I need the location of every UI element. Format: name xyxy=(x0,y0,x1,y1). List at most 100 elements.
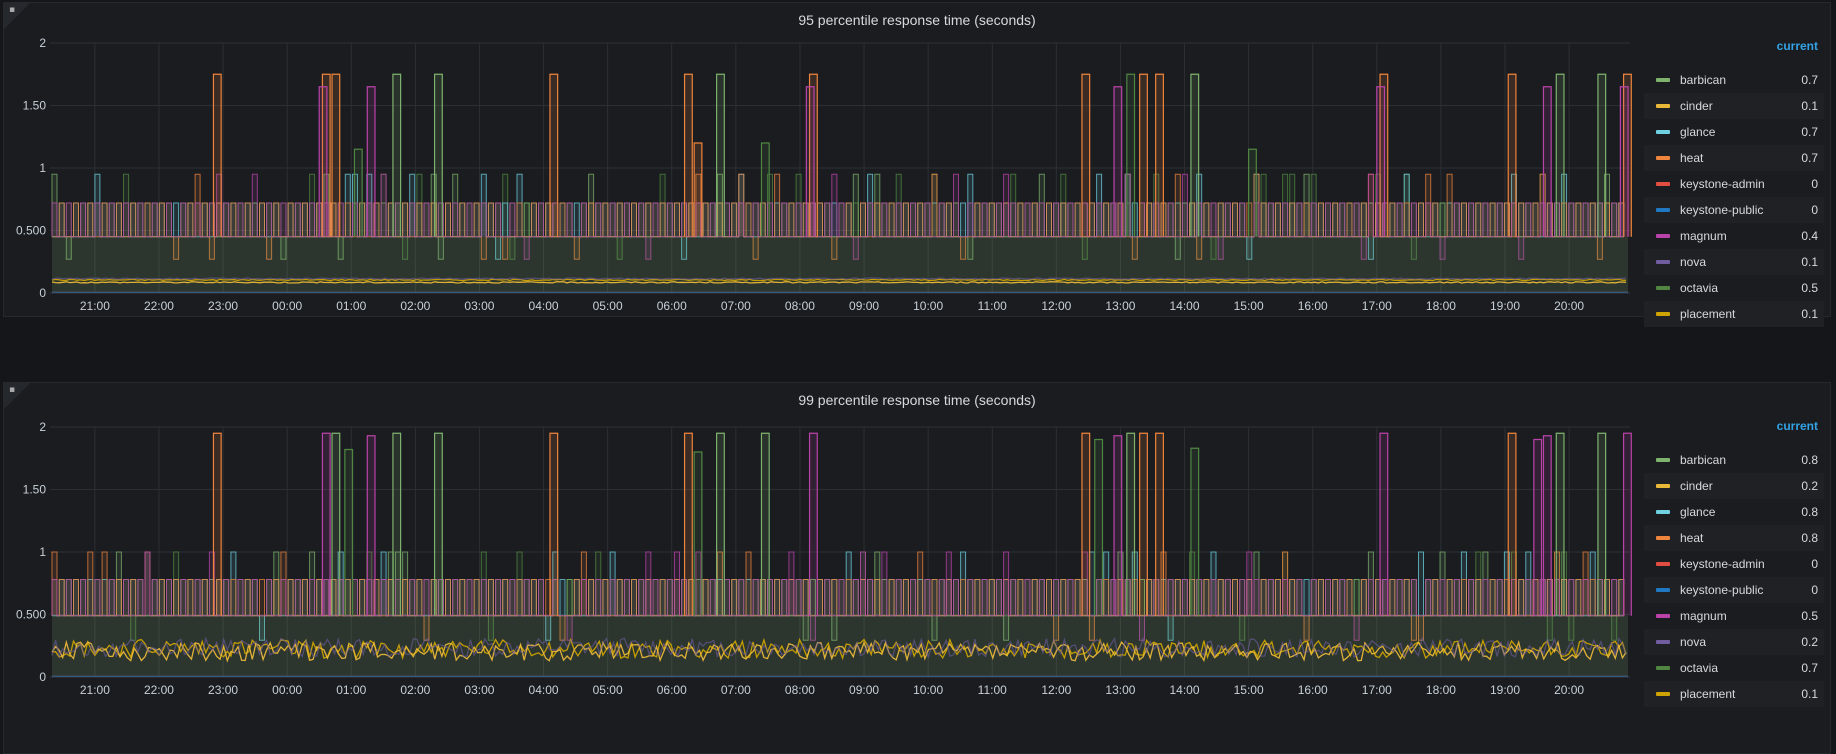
y-tick-label: 0 xyxy=(39,670,46,684)
x-tick-label: 03:00 xyxy=(464,299,494,313)
x-tick-label: 18:00 xyxy=(1426,299,1456,313)
x-tick-label: 16:00 xyxy=(1298,299,1328,313)
spike-octavia xyxy=(1094,438,1104,616)
legend-item-cinder[interactable]: cinder 0.2 xyxy=(1644,473,1824,499)
x-tick-label: 07:00 xyxy=(721,683,751,697)
y-tick-label: 0 xyxy=(39,286,46,300)
spike-barbican xyxy=(1555,73,1565,237)
x-tick-label: 05:00 xyxy=(593,683,623,697)
legend-current-value: 0.1 xyxy=(1801,255,1818,269)
legend-series-name[interactable]: keystone-admin xyxy=(1680,177,1765,191)
graph-plot[interactable]: 0 0.500 1 1.50 2 21:00 22:00 23:00 00:00 01:00 02:… xyxy=(4,383,1632,754)
spike-octavia xyxy=(760,142,770,237)
spike-magnum xyxy=(1542,435,1552,616)
graph-svg[interactable]: 0 0.500 1 1.50 2 21:00 22:00 23:00 00:00 01:00 02:… xyxy=(4,3,1632,318)
legend-item-barbican[interactable]: barbican 0.7 xyxy=(1644,67,1824,93)
legend-item-keystone-admin[interactable]: keystone-admin 0 xyxy=(1644,551,1824,577)
legend-series-name[interactable]: magnum xyxy=(1680,609,1727,623)
legend-swatch xyxy=(1656,588,1670,592)
x-tick-label: 10:00 xyxy=(913,683,943,697)
legend-series-name[interactable]: glance xyxy=(1680,505,1716,519)
spike-barbican xyxy=(1597,432,1607,616)
spike-barbican xyxy=(392,73,402,237)
x-tick-label: 18:00 xyxy=(1426,683,1456,697)
legend-item-keystone-admin[interactable]: keystone-admin 0 xyxy=(1644,171,1824,197)
legend-series-name[interactable]: keystone-admin xyxy=(1680,557,1765,571)
legend-series-name[interactable]: cinder xyxy=(1680,99,1713,113)
legend-series-name[interactable]: heat xyxy=(1680,151,1704,165)
spike-heat xyxy=(1139,432,1148,616)
x-tick-label: 16:00 xyxy=(1298,683,1328,697)
legend-item-octavia[interactable]: octavia 0.5 xyxy=(1644,275,1824,301)
legend-current-value: 0 xyxy=(1811,203,1818,217)
legend-series-name[interactable]: octavia xyxy=(1680,281,1719,295)
x-tick-label: 17:00 xyxy=(1362,683,1392,697)
legend-header-current[interactable]: current xyxy=(1776,39,1818,53)
legend-item-magnum[interactable]: magnum 0.4 xyxy=(1644,223,1824,249)
legend-item-glance[interactable]: glance 0.7 xyxy=(1644,119,1824,145)
series-area-barbican xyxy=(52,236,1628,293)
legend-current-value: 0 xyxy=(1811,583,1818,597)
spike-octavia xyxy=(1126,73,1136,237)
legend-series-name[interactable]: placement xyxy=(1680,687,1736,701)
legend-series-name[interactable]: placement xyxy=(1680,307,1736,321)
legend-series-name[interactable]: cinder xyxy=(1680,479,1713,493)
legend-series-name[interactable]: glance xyxy=(1680,125,1716,139)
spike-heat xyxy=(1622,73,1632,237)
legend-item-placement[interactable]: placement 0.1 xyxy=(1644,301,1824,327)
graph-svg[interactable]: 0 0.500 1 1.50 2 21:00 22:00 23:00 00:00 01:00 02:… xyxy=(4,383,1632,754)
x-tick-label: 12:00 xyxy=(1041,683,1071,697)
legend-swatch xyxy=(1656,182,1670,186)
legend-item-barbican[interactable]: barbican 0.8 xyxy=(1644,447,1824,473)
legend-item-keystone-public[interactable]: keystone-public 0 xyxy=(1644,197,1824,223)
grid: 0 0.500 1 1.50 2 21:00 22:00 23:00 00:00 01:00 02:… xyxy=(16,420,1630,697)
legend-series-name[interactable]: keystone-public xyxy=(1680,203,1764,217)
legend-item-placement[interactable]: placement 0.1 xyxy=(1644,681,1824,707)
spike-heat xyxy=(683,73,693,237)
legend-current-value: 0.5 xyxy=(1801,609,1818,623)
legend-item-keystone-public[interactable]: keystone-public 0 xyxy=(1644,577,1824,603)
legend-item-nova[interactable]: nova 0.1 xyxy=(1644,249,1824,275)
legend-series-name[interactable]: nova xyxy=(1680,635,1707,649)
spike-barbican xyxy=(433,432,443,616)
legend-item-nova[interactable]: nova 0.2 xyxy=(1644,629,1824,655)
legend-swatch xyxy=(1656,614,1670,618)
legend-series-name[interactable]: heat xyxy=(1680,531,1704,545)
spike-magnum xyxy=(321,432,331,616)
spike-magnum xyxy=(808,432,818,616)
legend-series-name[interactable]: keystone-public xyxy=(1680,583,1764,597)
spike-heat xyxy=(1155,432,1164,616)
x-tick-label: 20:00 xyxy=(1554,683,1584,697)
y-tick-label: 1 xyxy=(39,545,46,559)
legend-swatch xyxy=(1656,536,1670,540)
legend-series-name[interactable]: magnum xyxy=(1680,229,1727,243)
spike-heat xyxy=(1379,73,1389,237)
x-tick-label: 01:00 xyxy=(336,683,366,697)
legend-header-current[interactable]: current xyxy=(1776,419,1818,433)
graph-plot[interactable]: 0 0.500 1 1.50 2 21:00 22:00 23:00 00:00 01:00 02:… xyxy=(4,3,1632,318)
legend-item-glance[interactable]: glance 0.8 xyxy=(1644,499,1824,525)
legend-series-name[interactable]: barbican xyxy=(1680,73,1727,87)
legend-series-name[interactable]: barbican xyxy=(1680,453,1727,467)
spike-octavia xyxy=(1248,148,1257,237)
spike-heat xyxy=(1139,73,1148,237)
legend-item-heat[interactable]: heat 0.7 xyxy=(1644,145,1824,171)
spike-heat xyxy=(212,73,222,237)
spike-barbican xyxy=(760,432,770,616)
legend-item-octavia[interactable]: octavia 0.7 xyxy=(1644,655,1824,681)
spike-heat xyxy=(693,142,703,237)
panel-title[interactable]: 95 percentile response time (seconds) xyxy=(798,12,1036,28)
legend-swatch xyxy=(1656,260,1670,264)
legend-current-value: 0.7 xyxy=(1801,661,1818,675)
spike-magnum xyxy=(1113,435,1123,616)
legend-item-cinder[interactable]: cinder 0.1 xyxy=(1644,93,1824,119)
panel-title[interactable]: 99 percentile response time (seconds) xyxy=(798,392,1036,408)
legend-series-name[interactable]: nova xyxy=(1680,255,1707,269)
spike-barbican xyxy=(716,73,725,237)
x-tick-label: 00:00 xyxy=(272,299,302,313)
legend-item-heat[interactable]: heat 0.8 xyxy=(1644,525,1824,551)
legend-series-name[interactable]: octavia xyxy=(1680,661,1719,675)
legend-current-value: 0.8 xyxy=(1801,505,1818,519)
legend-item-magnum[interactable]: magnum 0.5 xyxy=(1644,603,1824,629)
x-tick-label: 23:00 xyxy=(208,299,238,313)
